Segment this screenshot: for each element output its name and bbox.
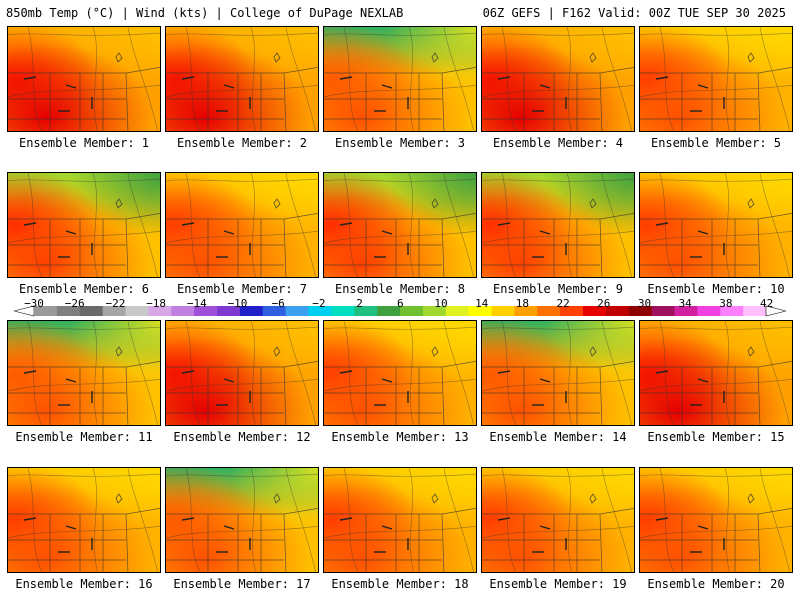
colorbar-swatch [148, 306, 172, 316]
ensemble-map-panel [165, 172, 319, 278]
colorbar-swatch [34, 306, 58, 316]
ensemble-map-panel [323, 467, 477, 573]
colorbar-tick-label: 14 [475, 297, 489, 310]
ensemble-map-panel [639, 467, 793, 573]
ensemble-member-label: Ensemble Member: 15 [647, 430, 785, 444]
ensemble-member-label: Ensemble Member: 16 [15, 577, 153, 591]
colorbar-swatch [537, 306, 561, 316]
colorbar-swatch [674, 306, 698, 316]
ensemble-member-label: Ensemble Member: 1 [18, 136, 150, 150]
ensemble-map-panel [165, 467, 319, 573]
ensemble-map-panel [323, 26, 477, 132]
colorbar-swatch [331, 306, 355, 316]
ensemble-member-label: Ensemble Member: 19 [489, 577, 627, 591]
colorbar-swatch [468, 306, 492, 316]
colorbar-tick-label: 2 [356, 297, 363, 310]
colorbar-swatch [583, 306, 607, 316]
ensemble-map-panel [481, 320, 635, 426]
ensemble-member-label: Ensemble Member: 14 [489, 430, 627, 444]
colorbar-swatch [491, 306, 515, 316]
colorbar-tick-label: 26 [597, 297, 611, 310]
colorbar-right-arrow [765, 305, 786, 317]
colorbar-swatch [720, 306, 744, 316]
ensemble-member-label: Ensemble Member: 9 [492, 282, 624, 296]
ensemble-map-panel [481, 172, 635, 278]
colorbar-swatch [217, 306, 241, 316]
colorbar-tick-label: −2 [312, 297, 326, 310]
colorbar-tick-label: 30 [637, 297, 652, 310]
ensemble-member-label: Ensemble Member: 11 [15, 430, 153, 444]
ensemble-member-label: Ensemble Member: 4 [492, 136, 624, 150]
colorbar-tick-label: −30 [24, 297, 44, 310]
colorbar-swatch [262, 306, 287, 316]
colorbar-swatch [125, 306, 149, 316]
ensemble-member-label: Ensemble Member: 18 [331, 577, 469, 591]
colorbar-swatch [171, 306, 195, 316]
ensemble-member-label: Ensemble Member: 8 [334, 282, 466, 296]
colorbar-swatch [56, 306, 81, 316]
ensemble-map-panel [323, 172, 477, 278]
colorbar-tick-label: 42 [759, 297, 774, 310]
colorbar-tick-label: 18 [515, 297, 530, 310]
temperature-colorbar [14, 305, 786, 317]
colorbar-tick-label: 38 [719, 297, 733, 310]
colorbar-tick-label: 10 [434, 297, 448, 310]
ensemble-map-panel [165, 26, 319, 132]
ensemble-member-label: Ensemble Member: 13 [331, 430, 469, 444]
ensemble-member-label: Ensemble Member: 5 [650, 136, 782, 150]
colorbar-swatch [354, 306, 378, 316]
ensemble-map-panel [7, 467, 161, 573]
ensemble-map-panel [481, 467, 635, 573]
colorbar-tick-label: −10 [227, 297, 248, 310]
colorbar-swatch [651, 306, 675, 316]
colorbar-swatch [400, 306, 424, 316]
colorbar-tick-label: −6 [271, 297, 285, 310]
colorbar-swatch [102, 306, 126, 316]
ensemble-member-label: Ensemble Member: 10 [647, 282, 785, 296]
ensemble-map-panel [7, 26, 161, 132]
colorbar-tick-label: −22 [105, 297, 126, 310]
ensemble-member-label: Ensemble Member: 12 [173, 430, 311, 444]
ensemble-map-panel [7, 172, 161, 278]
colorbar-swatch [194, 306, 218, 316]
colorbar-swatch [445, 306, 470, 316]
colorbar-swatch [239, 306, 264, 316]
ensemble-member-label: Ensemble Member: 3 [334, 136, 466, 150]
colorbar-tick-label: −26 [64, 297, 85, 310]
colorbar-tick-label: −14 [186, 297, 207, 310]
ensemble-member-label: Ensemble Member: 17 [173, 577, 311, 591]
colorbar-swatch [377, 306, 401, 316]
map-title: 850mb Temp (°C) | Wind (kts) | College o… [6, 6, 404, 20]
colorbar-swatch [628, 306, 653, 316]
ensemble-map-panel [481, 26, 635, 132]
ensemble-map-panel [165, 320, 319, 426]
ensemble-map-panel [639, 26, 793, 132]
ensemble-map-panel [639, 320, 793, 426]
ensemble-member-label: Ensemble Member: 2 [176, 136, 308, 150]
ensemble-member-label: Ensemble Member: 20 [647, 577, 785, 591]
model-run-info: 06Z GEFS | F162 Valid: 00Z TUE SEP 30 20… [482, 6, 786, 20]
colorbar-tick-label: 22 [556, 297, 570, 310]
colorbar-swatch [514, 306, 538, 316]
colorbar-swatch [308, 306, 332, 316]
colorbar-tick-label: −18 [146, 297, 167, 310]
colorbar-swatch [285, 306, 309, 316]
colorbar-swatch [79, 306, 104, 316]
colorbar-swatch [422, 306, 447, 316]
ensemble-map-panel [639, 172, 793, 278]
colorbar-swatch [605, 306, 630, 316]
ensemble-map-panel [7, 320, 161, 426]
colorbar-tick-label: 6 [396, 297, 404, 310]
colorbar-swatch [560, 306, 584, 316]
ensemble-map-panel [323, 320, 477, 426]
ensemble-member-label: Ensemble Member: 7 [176, 282, 308, 296]
ensemble-member-label: Ensemble Member: 6 [18, 282, 150, 296]
colorbar-tick-label: 34 [678, 297, 692, 310]
colorbar-swatch [743, 306, 767, 316]
colorbar-swatch [697, 306, 721, 316]
